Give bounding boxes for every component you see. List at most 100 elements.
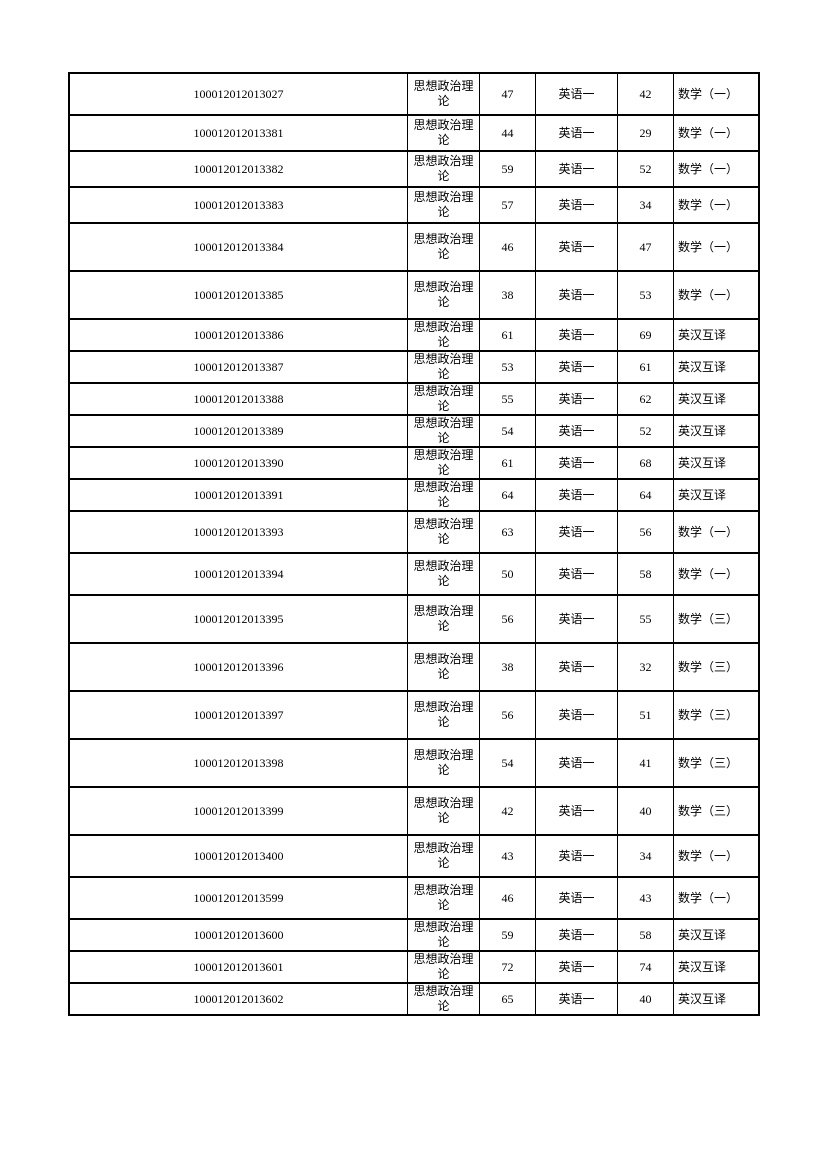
subject2-cell: 英语一	[536, 272, 618, 318]
subject2-cell: 英语一	[536, 224, 618, 270]
score1-cell: 57	[480, 188, 536, 222]
exam-id-cell: 100012012013389	[70, 416, 408, 446]
exam-id-cell: 100012012013396	[70, 644, 408, 690]
subject2-cell: 英语一	[536, 188, 618, 222]
subject3-cell: 数学（三）	[674, 788, 758, 834]
subject2-cell: 英语一	[536, 788, 618, 834]
score1-cell: 54	[480, 416, 536, 446]
score-table: 100012012013027思想政治理论47英语一42数学（一）1000120…	[68, 72, 760, 1016]
exam-id-cell: 100012012013395	[70, 596, 408, 642]
subject2-cell: 英语一	[536, 984, 618, 1014]
subject2-cell: 英语一	[536, 952, 618, 982]
subject3-cell: 英汉互译	[674, 984, 758, 1014]
score2-cell: 74	[618, 952, 674, 982]
score2-cell: 43	[618, 878, 674, 918]
score2-cell: 34	[618, 188, 674, 222]
subject1-cell: 思想政治理论	[408, 320, 480, 350]
subject1-cell: 思想政治理论	[408, 836, 480, 876]
subject3-cell: 数学（一）	[674, 836, 758, 876]
score1-cell: 46	[480, 878, 536, 918]
table-row: 100012012013390思想政治理论61英语一68英汉互译	[70, 448, 758, 480]
subject3-cell: 英汉互译	[674, 920, 758, 950]
exam-id-cell: 100012012013386	[70, 320, 408, 350]
score2-cell: 69	[618, 320, 674, 350]
exam-id-cell: 100012012013391	[70, 480, 408, 510]
exam-id-cell: 100012012013400	[70, 836, 408, 876]
score2-cell: 61	[618, 352, 674, 382]
subject1-cell: 思想政治理论	[408, 554, 480, 594]
table-row: 100012012013391思想政治理论64英语一64英汉互译	[70, 480, 758, 512]
table-row: 100012012013601思想政治理论72英语一74英汉互译	[70, 952, 758, 984]
exam-id-cell: 100012012013601	[70, 952, 408, 982]
subject3-cell: 数学（三）	[674, 692, 758, 738]
subject2-cell: 英语一	[536, 692, 618, 738]
score1-cell: 55	[480, 384, 536, 414]
exam-id-cell: 100012012013388	[70, 384, 408, 414]
table-row: 100012012013399思想政治理论42英语一40数学（三）	[70, 788, 758, 836]
subject3-cell: 数学（一）	[674, 188, 758, 222]
exam-id-cell: 100012012013393	[70, 512, 408, 552]
subject1-cell: 思想政治理论	[408, 152, 480, 186]
score2-cell: 40	[618, 788, 674, 834]
subject2-cell: 英语一	[536, 596, 618, 642]
exam-id-cell: 100012012013387	[70, 352, 408, 382]
score2-cell: 32	[618, 644, 674, 690]
exam-id-cell: 100012012013384	[70, 224, 408, 270]
score1-cell: 59	[480, 152, 536, 186]
subject3-cell: 数学（一）	[674, 512, 758, 552]
score2-cell: 29	[618, 116, 674, 150]
exam-id-cell: 100012012013394	[70, 554, 408, 594]
page: 100012012013027思想政治理论47英语一42数学（一）1000120…	[0, 0, 827, 1170]
score2-cell: 58	[618, 554, 674, 594]
subject1-cell: 思想政治理论	[408, 692, 480, 738]
score1-cell: 42	[480, 788, 536, 834]
subject3-cell: 数学（一）	[674, 116, 758, 150]
subject1-cell: 思想政治理论	[408, 188, 480, 222]
table-row: 100012012013599思想政治理论46英语一43数学（一）	[70, 878, 758, 920]
exam-id-cell: 100012012013599	[70, 878, 408, 918]
subject2-cell: 英语一	[536, 644, 618, 690]
score2-cell: 68	[618, 448, 674, 478]
table-row: 100012012013398思想政治理论54英语一41数学（三）	[70, 740, 758, 788]
exam-id-cell: 100012012013600	[70, 920, 408, 950]
subject2-cell: 英语一	[536, 448, 618, 478]
table-row: 100012012013027思想政治理论47英语一42数学（一）	[70, 74, 758, 116]
exam-id-cell: 100012012013382	[70, 152, 408, 186]
subject2-cell: 英语一	[536, 116, 618, 150]
score1-cell: 47	[480, 74, 536, 114]
table-row: 100012012013387思想政治理论53英语一61英汉互译	[70, 352, 758, 384]
subject2-cell: 英语一	[536, 320, 618, 350]
subject3-cell: 数学（一）	[674, 878, 758, 918]
subject1-cell: 思想政治理论	[408, 224, 480, 270]
subject1-cell: 思想政治理论	[408, 596, 480, 642]
subject2-cell: 英语一	[536, 480, 618, 510]
subject2-cell: 英语一	[536, 352, 618, 382]
score2-cell: 56	[618, 512, 674, 552]
subject3-cell: 数学（一）	[674, 152, 758, 186]
subject1-cell: 思想政治理论	[408, 788, 480, 834]
score1-cell: 38	[480, 272, 536, 318]
subject1-cell: 思想政治理论	[408, 352, 480, 382]
score1-cell: 44	[480, 116, 536, 150]
subject3-cell: 数学（三）	[674, 740, 758, 786]
table-row: 100012012013602思想政治理论65英语一40英汉互译	[70, 984, 758, 1016]
subject2-cell: 英语一	[536, 512, 618, 552]
subject1-cell: 思想政治理论	[408, 984, 480, 1014]
subject1-cell: 思想政治理论	[408, 740, 480, 786]
subject2-cell: 英语一	[536, 74, 618, 114]
exam-id-cell: 100012012013390	[70, 448, 408, 478]
table-row: 100012012013385思想政治理论38英语一53数学（一）	[70, 272, 758, 320]
subject2-cell: 英语一	[536, 920, 618, 950]
exam-id-cell: 100012012013381	[70, 116, 408, 150]
score1-cell: 54	[480, 740, 536, 786]
score1-cell: 43	[480, 836, 536, 876]
score1-cell: 56	[480, 692, 536, 738]
score2-cell: 58	[618, 920, 674, 950]
table-row: 100012012013386思想政治理论61英语一69英汉互译	[70, 320, 758, 352]
score1-cell: 64	[480, 480, 536, 510]
exam-id-cell: 100012012013398	[70, 740, 408, 786]
exam-id-cell: 100012012013399	[70, 788, 408, 834]
table-row: 100012012013600思想政治理论59英语一58英汉互译	[70, 920, 758, 952]
score1-cell: 56	[480, 596, 536, 642]
subject1-cell: 思想政治理论	[408, 448, 480, 478]
